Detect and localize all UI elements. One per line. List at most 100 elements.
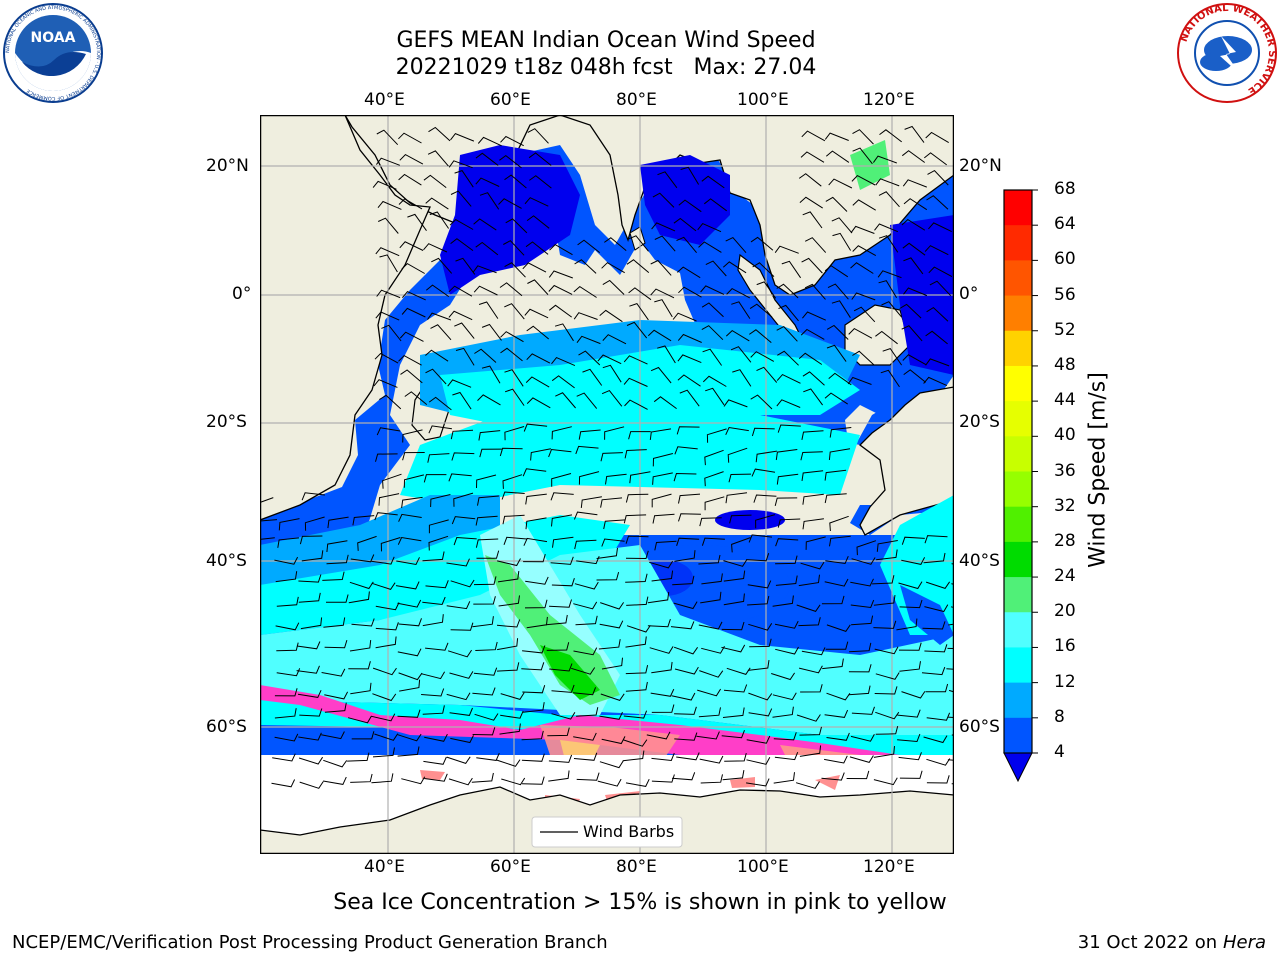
wind-barb	[822, 658, 844, 670]
wind-barb	[348, 661, 371, 670]
wind-barb	[774, 245, 799, 254]
wind-barb	[600, 693, 625, 701]
wind-barb	[650, 288, 675, 299]
wind-barbs	[260, 125, 954, 789]
wind-barb	[877, 270, 902, 279]
wind-barb	[831, 217, 853, 234]
wind-barb	[525, 576, 549, 585]
wind-barb	[746, 757, 771, 765]
wind-barb	[602, 364, 622, 383]
wind-barb	[525, 241, 549, 255]
wind-barb	[275, 571, 298, 583]
colorbar-segment	[1004, 330, 1032, 367]
wind-barb	[878, 280, 898, 299]
wind-barb	[450, 735, 474, 744]
wind-barb	[602, 334, 627, 345]
wind-barb	[778, 304, 799, 322]
wind-barb	[578, 429, 601, 440]
wind-barb	[647, 329, 672, 342]
wind-barb	[323, 776, 347, 785]
wind-barb	[500, 710, 524, 719]
wind-barb	[802, 311, 827, 321]
colorbar-tick-label: 60	[1054, 249, 1076, 270]
wind-barb	[321, 731, 345, 740]
wind-barb	[878, 191, 900, 208]
wind-barb	[723, 593, 745, 606]
wind-barb	[602, 279, 625, 295]
wind-barb	[381, 324, 402, 342]
wind-barb	[776, 325, 798, 342]
colorbar-tick-label: 20	[1054, 601, 1076, 622]
wind-barb	[397, 599, 422, 608]
wind-barb	[326, 540, 348, 553]
wind-barb	[624, 399, 648, 410]
wind-barb	[848, 327, 873, 339]
wind-barb	[550, 492, 574, 501]
wind-barb	[397, 733, 422, 742]
wind-barb	[729, 514, 752, 524]
wind-barb	[651, 222, 676, 232]
wind-barb	[473, 576, 497, 586]
wind-barb	[902, 179, 927, 188]
wind-barb	[271, 779, 296, 788]
wind-barb	[376, 129, 399, 146]
wind-barb	[574, 581, 599, 590]
lat-tick-right: 40°S	[959, 551, 1000, 571]
wind-barb	[899, 599, 923, 609]
wind-barb	[548, 448, 572, 458]
wind-barb	[824, 755, 848, 764]
wind-barb	[453, 536, 477, 546]
wind-barb	[625, 778, 650, 787]
wind-barb	[875, 725, 899, 735]
caption: Sea Ice Concentration > 15% is shown in …	[333, 890, 947, 915]
wind-barb	[746, 778, 770, 787]
wind-barb	[728, 473, 752, 483]
wind-barb	[646, 731, 671, 740]
wind-barb	[601, 538, 625, 547]
wind-barb	[700, 591, 722, 604]
colorbar-tick-label: 68	[1054, 179, 1076, 199]
lon-tick-bottom: 100°E	[737, 857, 789, 877]
wind-barb	[674, 446, 698, 455]
wind-barb	[825, 555, 849, 565]
wind-barb	[423, 474, 447, 483]
wind-barb	[801, 257, 823, 274]
colorbar-tick-label: 48	[1054, 354, 1076, 375]
wind-barb	[260, 519, 278, 522]
wind-barb	[828, 448, 851, 461]
wind-barb	[700, 774, 723, 784]
wind-barb	[702, 348, 723, 366]
wind-barb	[798, 665, 823, 674]
wind-barb	[378, 493, 400, 506]
wind-barb	[449, 218, 474, 230]
wind-barb	[497, 571, 520, 583]
wind-barb	[747, 660, 770, 671]
wind-barb	[449, 707, 473, 716]
wind-barb	[721, 730, 745, 739]
wind-barb	[847, 376, 872, 385]
wind-barb	[704, 496, 725, 511]
wind-barb	[446, 756, 471, 764]
wind-barb	[881, 301, 902, 318]
wind-barb	[380, 537, 401, 552]
colorbar-segment	[1004, 647, 1032, 684]
lat-tick-left: 60°S	[206, 717, 247, 737]
wind-barb	[375, 247, 400, 257]
wind-barb	[376, 157, 400, 166]
wind-barb	[749, 303, 773, 318]
wind-barb	[475, 641, 498, 651]
wind-barb	[901, 536, 925, 545]
wind-barb	[450, 132, 475, 142]
wind-barb	[350, 773, 373, 783]
wind-barb	[899, 770, 923, 779]
wind-barb	[600, 452, 623, 462]
wind-barb	[701, 537, 725, 546]
wind-barb	[772, 692, 797, 701]
wind-barb	[824, 392, 848, 405]
wind-barb	[522, 262, 547, 273]
wind-barb	[476, 752, 500, 761]
wind-barb	[407, 213, 427, 231]
wind-barb	[696, 731, 720, 740]
wind-barb	[429, 211, 450, 229]
wind-barb	[698, 621, 723, 630]
